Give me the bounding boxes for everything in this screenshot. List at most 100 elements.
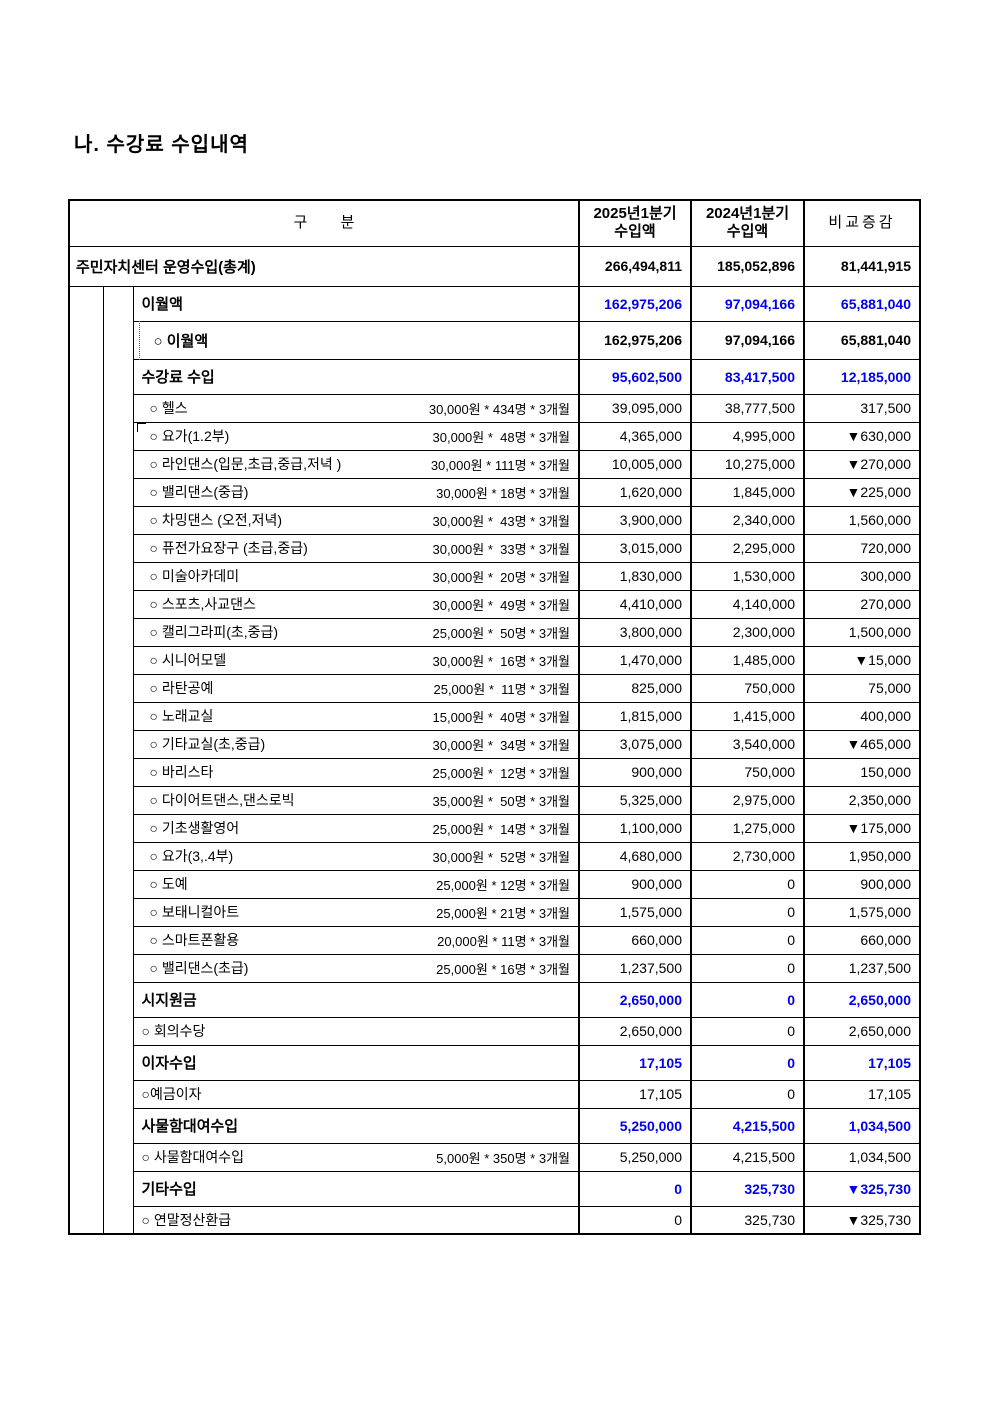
table-row: ○ 스포츠,사교댄스 30,000원 * 49명 * 3개월 4,410,000 4,… xyxy=(69,589,921,619)
row-label-cell: ○ 보태니컬아트 25,000원 * 21명 * 3개월 xyxy=(132,897,580,927)
cell-2024: 4,140,000 xyxy=(690,589,805,619)
row-calc: 30,000원 * 43명 * 3개월 xyxy=(432,513,570,529)
cell-2024: 750,000 xyxy=(690,757,805,787)
cell-2025: 17,105 xyxy=(578,1079,692,1109)
cell-2025: 3,900,000 xyxy=(578,505,692,535)
cell-diff: 2,350,000 xyxy=(803,785,921,815)
cell-2024: 4,215,500 xyxy=(690,1142,805,1172)
table-row: ○ 요가(3,.4부) 30,000원 * 52명 * 3개월 4,680,000 2… xyxy=(69,841,921,871)
row-label-cell: 주민자치센터 운영수입(총계) xyxy=(68,245,580,287)
row-label: ○ 라인댄스(입문,초급,중급,저녁 ) xyxy=(149,456,342,472)
cell-diff: 1,575,000 xyxy=(803,897,921,927)
cell-2025: 4,410,000 xyxy=(578,589,692,619)
row-label: ○ 헬스 xyxy=(149,400,188,416)
cell-diff: ▼175,000 xyxy=(803,813,921,843)
income-table-wrap: 구 분 2025년1분기 수입액 2024년1분기 수입액 비교증감 주민자치센터 … xyxy=(68,199,921,1235)
row-label-cell: ○ 헬스 30,000원 * 434명 * 3개월 xyxy=(132,393,580,423)
row-calc: 25,000원 * 16명 * 3개월 xyxy=(436,961,570,977)
cell-diff: 1,500,000 xyxy=(803,617,921,647)
cell-diff: 81,441,915 xyxy=(803,245,921,287)
cell-2025: 3,015,000 xyxy=(578,533,692,563)
income-table: 구 분 2025년1분기 수입액 2024년1분기 수입액 비교증감 주민자치센터 … xyxy=(68,199,921,1235)
row-label-cell: ○ 연말정산환급 xyxy=(132,1205,580,1235)
row-label: ○ 기초생활영어 xyxy=(149,820,240,836)
cell-2025: 3,800,000 xyxy=(578,617,692,647)
row-label: ○ 스마트폰활용 xyxy=(149,932,240,948)
row-label: ○ 밸리댄스(초급) xyxy=(149,960,249,976)
cell-2025: 660,000 xyxy=(578,925,692,955)
cell-diff: ▼325,730 xyxy=(803,1205,921,1235)
table-row: 주민자치센터 운영수입(총계) 266,494,811 185,052,896 81,… xyxy=(68,245,921,287)
cell-2024: 2,730,000 xyxy=(690,841,805,871)
table-row: 수강료 수입 95,602,500 83,417,500 12,185,000 xyxy=(69,358,921,395)
row-label-cell: ○ 스포츠,사교댄스 30,000원 * 49명 * 3개월 xyxy=(132,589,580,619)
cell-diff: 150,000 xyxy=(803,757,921,787)
table-row: ○ 헬스 30,000원 * 434명 * 3개월 39,095,000 38,777… xyxy=(69,393,921,423)
cell-diff: 17,105 xyxy=(803,1044,921,1081)
row-label: 주민자치센터 운영수입(총계) xyxy=(76,258,256,276)
cell-diff: 300,000 xyxy=(803,561,921,591)
row-label-cell: ○ 노래교실 15,000원 * 40명 * 3개월 xyxy=(132,701,580,731)
row-label: ○예금이자 xyxy=(141,1086,202,1102)
table-row: ○ 노래교실 15,000원 * 40명 * 3개월 1,815,000 1,415,… xyxy=(69,701,921,731)
row-label-cell: 사물함대여수입 xyxy=(132,1107,580,1144)
cell-2025: 10,005,000 xyxy=(578,449,692,479)
row-calc: 5,000원 * 350명 * 3개월 xyxy=(436,1150,570,1166)
table-row: ○ 요가(1.2부) 30,000원 * 48명 * 3개월 4,365,000 4,… xyxy=(69,421,921,451)
cell-2024: 0 xyxy=(690,1079,805,1109)
row-label-cell: ○예금이자 xyxy=(132,1079,580,1109)
cell-2025: 1,237,500 xyxy=(578,953,692,983)
cell-2025: 4,680,000 xyxy=(578,841,692,871)
row-label: ○ 밸리댄스(중급) xyxy=(149,484,249,500)
cell-2024: 2,295,000 xyxy=(690,533,805,563)
table-row: ○ 퓨전가요장구 (초급,중급) 30,000원 * 33명 * 3개월 3,015… xyxy=(69,533,921,563)
cell-diff: 17,105 xyxy=(803,1079,921,1109)
cell-2025: 39,095,000 xyxy=(578,393,692,423)
row-label-cell: ○ 미술아카데미 30,000원 * 20명 * 3개월 xyxy=(132,561,580,591)
table-row: ○ 시니어모델 30,000원 * 16명 * 3개월 1,470,000 1,485… xyxy=(69,645,921,675)
table-row: ○ 다이어트댄스,댄스로빅 35,000원 * 50명 * 3개월 5,325,00… xyxy=(69,785,921,815)
cell-2025: 266,494,811 xyxy=(578,245,692,287)
cell-2025: 1,815,000 xyxy=(578,701,692,731)
row-calc: 30,000원 * 18명 * 3개월 xyxy=(436,485,570,501)
row-label: ○ 회의수당 xyxy=(141,1023,206,1039)
cell-2025: 17,105 xyxy=(578,1044,692,1081)
row-label-cell: ○ 바리스타 25,000원 * 12명 * 3개월 xyxy=(132,757,580,787)
row-calc: 25,000원 * 21명 * 3개월 xyxy=(436,905,570,921)
cell-2024: 185,052,896 xyxy=(690,245,805,287)
table-row: ○ 캘리그라피(초,중급) 25,000원 * 50명 * 3개월 3,800,00… xyxy=(69,617,921,647)
row-label-cell: ○ 요가(3,.4부) 30,000원 * 52명 * 3개월 xyxy=(132,841,580,871)
table-row: 사물함대여수입 5,250,000 4,215,500 1,034,500 xyxy=(69,1107,921,1144)
row-label-cell: ○ 회의수당 xyxy=(132,1016,580,1046)
row-calc: 25,000원 * 12명 * 3개월 xyxy=(432,765,570,781)
table-body: 주민자치센터 운영수입(총계) 266,494,811 185,052,896 81,… xyxy=(68,245,921,1235)
table-row: ○ 스마트폰활용 20,000원 * 11명 * 3개월 660,000 0 660,0… xyxy=(69,925,921,955)
table-row: ○ 라탄공예 25,000원 * 11명 * 3개월 825,000 750,000 7… xyxy=(69,673,921,703)
cell-2024: 1,845,000 xyxy=(690,477,805,507)
row-label: ○ 기타교실(초,중급) xyxy=(149,736,266,752)
row-label-cell: ○ 기타교실(초,중급) 30,000원 * 34명 * 3개월 xyxy=(132,729,580,759)
cell-diff: 660,000 xyxy=(803,925,921,955)
row-label-cell: 이자수입 xyxy=(132,1044,580,1081)
table-row: ○ 연말정산환급 0 325,730 ▼325,730 xyxy=(69,1205,921,1235)
row-label-cell: ○ 캘리그라피(초,중급) 25,000원 * 50명 * 3개월 xyxy=(132,617,580,647)
row-label: ○ 이월액 xyxy=(153,332,209,350)
row-label-cell: ○ 퓨전가요장구 (초급,중급) 30,000원 * 33명 * 3개월 xyxy=(132,533,580,563)
cell-2024: 1,485,000 xyxy=(690,645,805,675)
cell-diff: ▼630,000 xyxy=(803,421,921,451)
table-row: ○ 밸리댄스(초급) 25,000원 * 16명 * 3개월 1,237,500 0 1… xyxy=(69,953,921,983)
cell-diff: 65,881,040 xyxy=(803,320,921,360)
cell-2025: 900,000 xyxy=(578,757,692,787)
row-label: 시지원금 xyxy=(141,992,197,1009)
table-row: ○ 차밍댄스 (오전,저녁) 30,000원 * 43명 * 3개월 3,900,0… xyxy=(69,505,921,535)
cell-2025: 0 xyxy=(578,1170,692,1207)
row-calc: 30,000원 * 111명 * 3개월 xyxy=(430,457,570,473)
cell-diff: 1,034,500 xyxy=(803,1107,921,1144)
cell-2024: 750,000 xyxy=(690,673,805,703)
indent-cell xyxy=(102,285,134,1235)
cell-2024: 2,340,000 xyxy=(690,505,805,535)
cell-2025: 825,000 xyxy=(578,673,692,703)
row-calc: 30,000원 * 20명 * 3개월 xyxy=(432,569,570,585)
row-calc: 20,000원 * 11명 * 3개월 xyxy=(437,933,570,949)
row-label: 사물함대여수입 xyxy=(141,1118,239,1135)
